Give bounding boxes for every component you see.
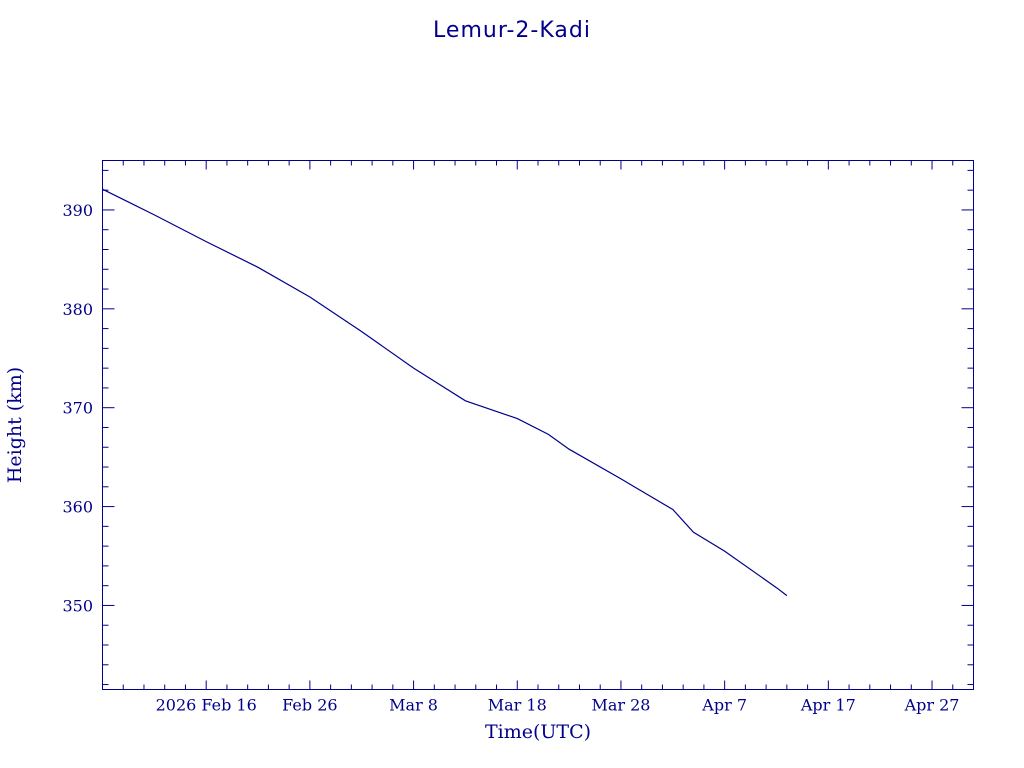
x-tick-label: Mar 28 <box>591 696 650 715</box>
chart-title: Lemur-2-Kadi <box>433 18 591 43</box>
y-tick-label: 390 <box>62 201 93 220</box>
x-tick-label: Apr 7 <box>701 696 747 715</box>
x-tick-label: Apr 27 <box>904 696 960 715</box>
height-series-line <box>102 188 788 597</box>
x-tick-label: 2026 Feb 16 <box>156 696 257 715</box>
y-tick-label: 380 <box>62 300 93 319</box>
plot-frame <box>102 160 974 690</box>
y-tick-label: 350 <box>62 596 93 615</box>
x-tick-label: Apr 17 <box>800 696 856 715</box>
x-tick-label: Mar 8 <box>389 696 438 715</box>
x-axis-label: Time(UTC) <box>485 721 591 743</box>
series-layer <box>102 188 788 597</box>
tick-labels: 2026 Feb 16 Feb 26 Mar 8 Mar 18 Mar 28 Apr 7 A… <box>62 201 959 715</box>
x-tick-label: Mar 18 <box>488 696 547 715</box>
y-axis-label: Height (km) <box>4 367 26 483</box>
axis-ticks <box>102 160 974 690</box>
x-tick-label: Feb 26 <box>282 696 337 715</box>
y-tick-label: 360 <box>62 498 93 517</box>
y-tick-label: 370 <box>62 399 93 418</box>
